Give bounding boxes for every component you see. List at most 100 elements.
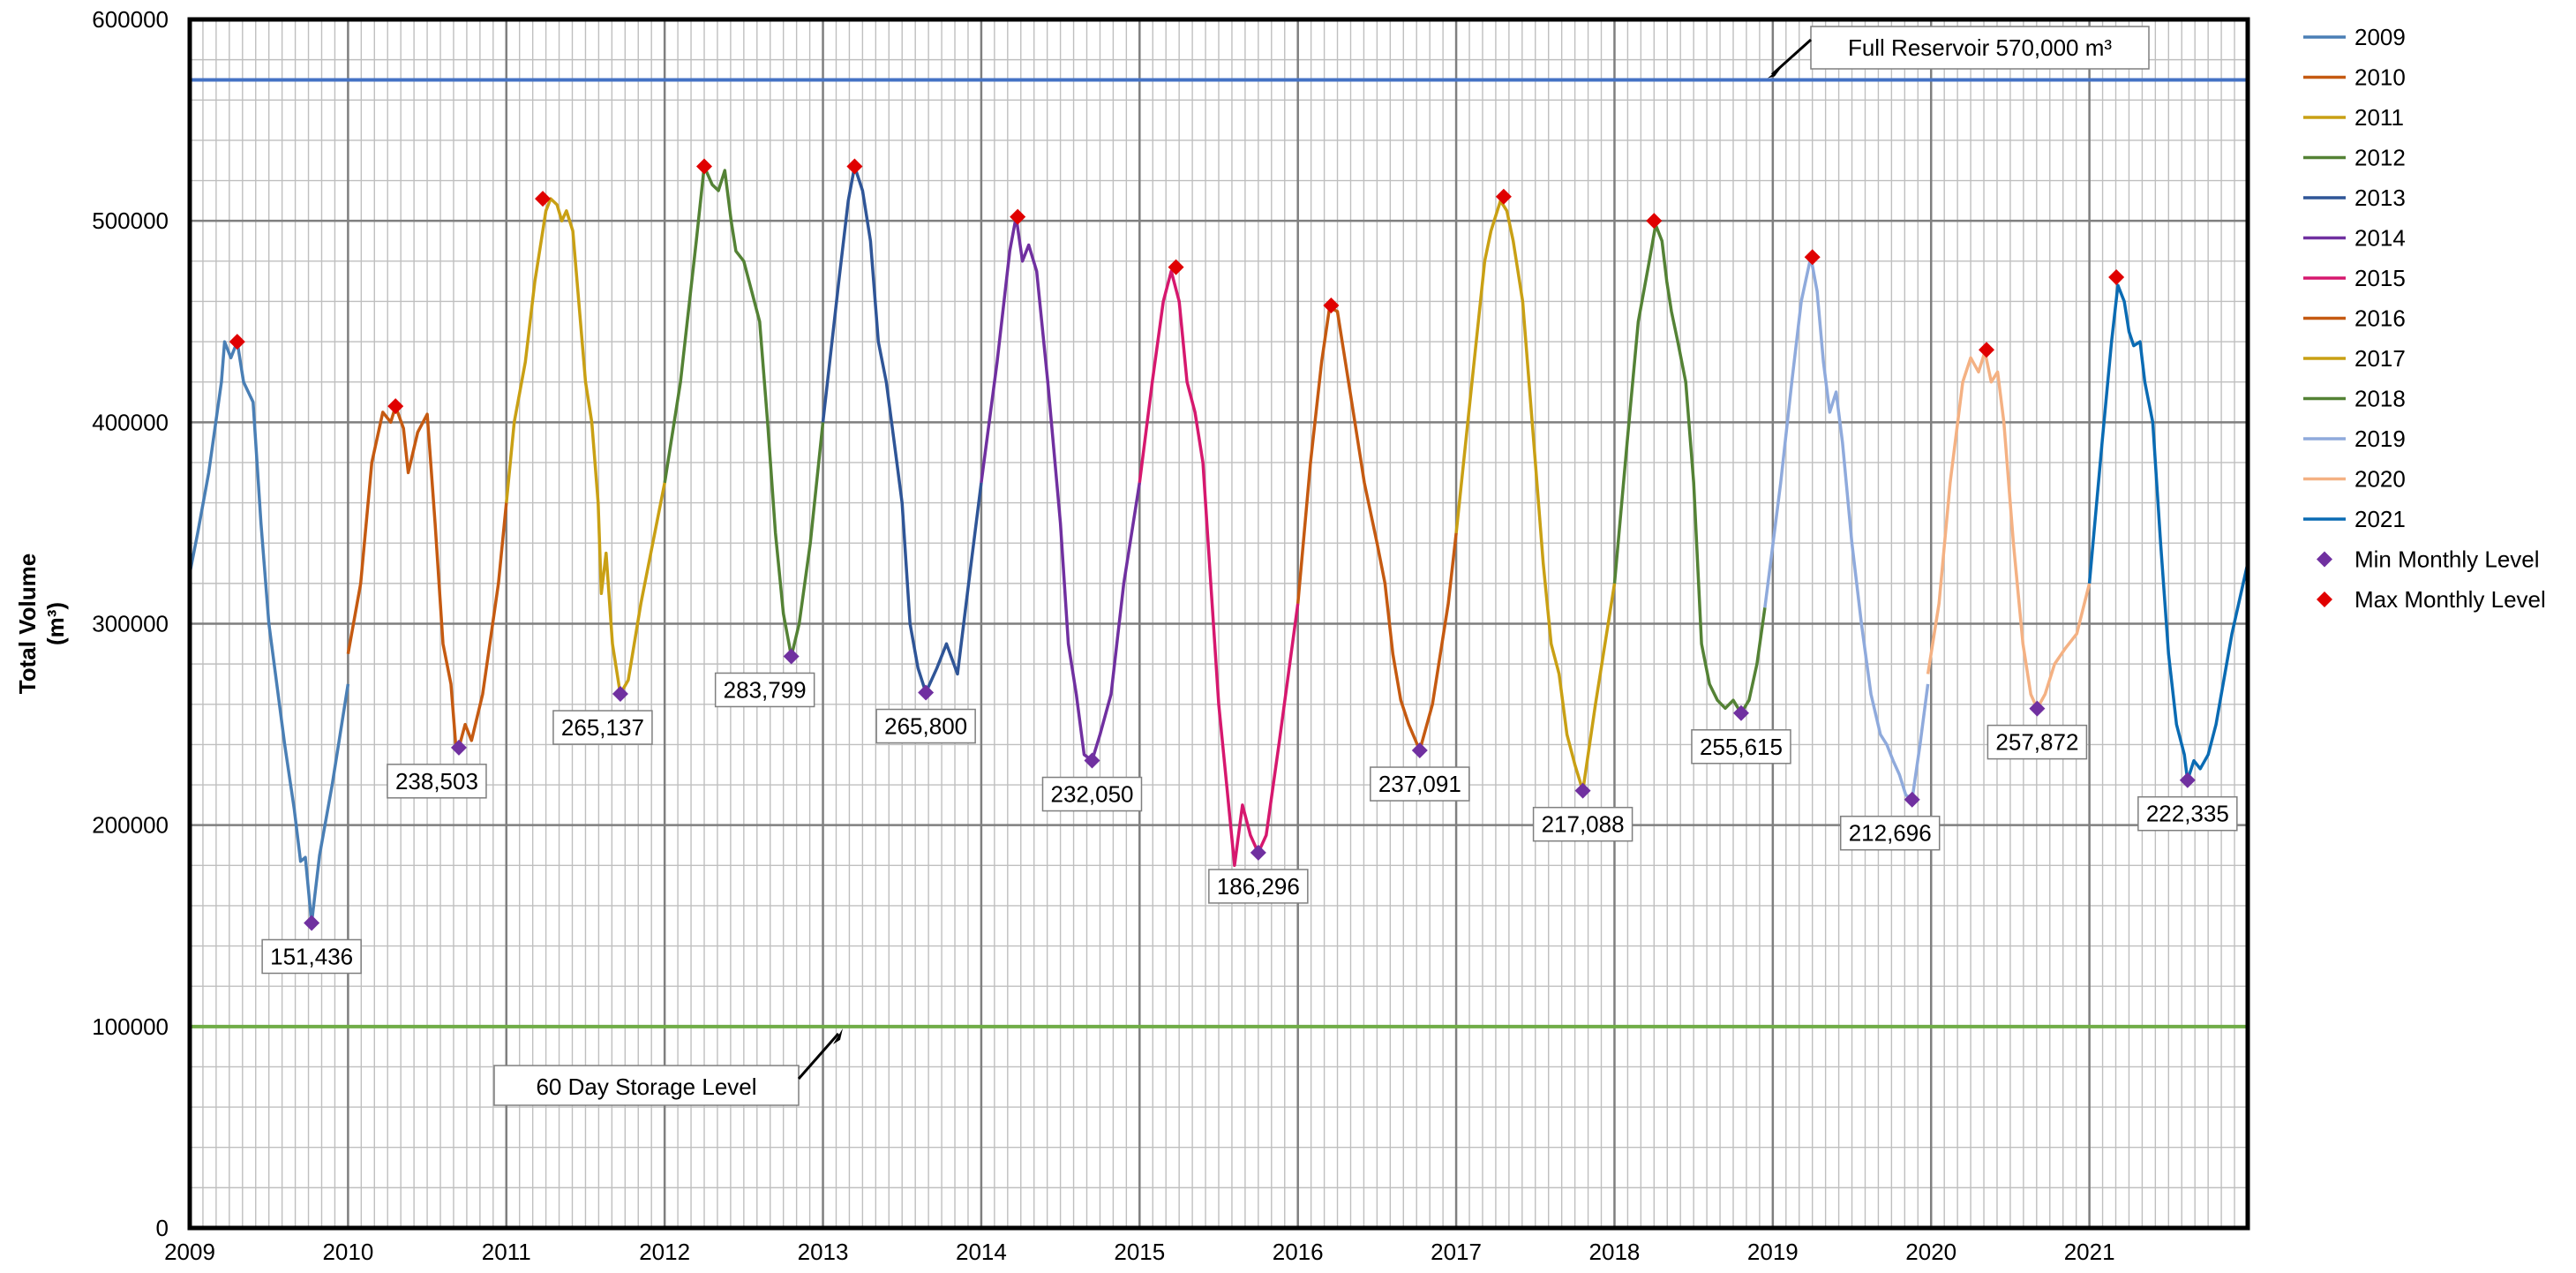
min-value-label-box [1370, 766, 1470, 802]
y-tick-label: 200000 [92, 812, 169, 839]
series-line-2020 [1926, 350, 2092, 711]
min-level-marker [1574, 782, 1591, 799]
reference-lines [190, 78, 2248, 1028]
y-axis-label-unit: (m³) [42, 602, 69, 645]
min-level-marker [2029, 700, 2046, 717]
min-value-label-box [1208, 869, 1309, 904]
min-value-label-box [1839, 815, 1941, 851]
x-tick-label: 2010 [322, 1239, 373, 1265]
series-line-2014 [980, 215, 1142, 763]
x-tick-label: 2017 [1431, 1239, 1482, 1265]
y-tick-label: 400000 [92, 409, 169, 435]
min-value-label-box [261, 938, 362, 975]
min-level-marker [450, 739, 467, 756]
storage-60-day-callout: 60 Day Storage Level [536, 1073, 756, 1100]
max-level-marker [1010, 208, 1026, 225]
min-level-marker [1250, 844, 1266, 861]
y-tick-label: 0 [156, 1215, 169, 1241]
x-tick-label: 2018 [1589, 1239, 1641, 1265]
min-level-marker [2179, 772, 2196, 788]
series-line-2019 [1763, 255, 1930, 802]
full-reservoir-callout-box [1810, 26, 2150, 70]
annotations: 151,436 238,503 265,137 283,799 265,800 232,0… [261, 26, 2238, 1106]
max-level-marker [1804, 249, 1821, 266]
x-tick-label: 2016 [1273, 1239, 1324, 1265]
y-tick-label: 300000 [92, 611, 169, 637]
series-line-2017 [1454, 199, 1617, 793]
legend-label-2015: 2015 [2354, 265, 2406, 291]
min-level-marker [783, 648, 800, 665]
full-reservoir-arrowhead [1768, 65, 1783, 79]
min-level-marker [1904, 791, 1920, 808]
markers [229, 158, 2196, 931]
plot-frame [187, 17, 2250, 1231]
x-tick-label: 2020 [1905, 1239, 1956, 1265]
min-value-label-box [714, 672, 815, 708]
max-level-marker [696, 158, 712, 175]
max-level-marker [1646, 213, 1663, 230]
min-value-label-box [2137, 795, 2238, 832]
x-tick-label: 2013 [798, 1239, 849, 1265]
max-level-marker [846, 158, 863, 175]
legend-label-2021: 2021 [2354, 506, 2406, 532]
min-value-label: 151,436 [270, 943, 353, 969]
x-tick-label: 2014 [956, 1239, 1007, 1265]
max-level-marker [229, 334, 245, 350]
min-value-label: 283,799 [724, 676, 807, 703]
legend: 2009 2010 2011 2012 2013 2014 2015 2016 2017 2018… [2303, 24, 2546, 613]
min-level-marker [304, 915, 320, 931]
min-value-label: 265,137 [561, 714, 644, 741]
storage-60-day-callout-box [493, 1065, 800, 1106]
min-value-label-box [875, 708, 976, 744]
min-level-marker [918, 684, 935, 701]
min-value-label: 257,872 [1995, 729, 2078, 756]
min-value-label-box [387, 764, 487, 799]
min-value-label: 238,503 [395, 768, 478, 795]
max-level-marker [535, 191, 552, 207]
series-line-2016 [1296, 305, 1458, 752]
x-tick-label: 2015 [1114, 1239, 1165, 1265]
min-value-label-box [1041, 776, 1143, 812]
legend-label-2018: 2018 [2354, 386, 2406, 412]
min-level-marker [612, 686, 628, 703]
max-level-marker [1323, 297, 1340, 313]
legend-label-2020: 2020 [2354, 466, 2406, 493]
storage-60-day-arrowhead [833, 1028, 843, 1044]
min-value-label: 237,091 [1378, 771, 1461, 797]
legend-max-marker [2317, 591, 2332, 607]
axis-ticks: 0 100000 200000 300000 400000 500000 600000 200… [92, 6, 2114, 1265]
min-value-label: 186,296 [1217, 873, 1300, 900]
max-level-marker [1495, 188, 1512, 205]
y-tick-label: 600000 [92, 6, 169, 33]
legend-label-2019: 2019 [2354, 426, 2406, 452]
full-reservoir-callout: Full Reservoir 570,000 m³ [1848, 34, 2112, 61]
legend-label-2011: 2011 [2354, 104, 2404, 131]
min-value-label-box [1532, 806, 1633, 842]
x-tick-label: 2009 [164, 1239, 215, 1265]
min-level-marker [1732, 704, 1749, 721]
min-level-marker [1084, 752, 1100, 769]
x-tick-label: 2011 [482, 1239, 531, 1265]
series-line-2018 [1612, 222, 1767, 715]
max-level-marker [2108, 269, 2125, 286]
legend-label-2014: 2014 [2354, 225, 2406, 252]
storage-60-day-arrow [797, 1032, 840, 1080]
max-level-marker [387, 398, 404, 415]
legend-label-2010: 2010 [2354, 64, 2406, 91]
legend-label-2013: 2013 [2354, 185, 2406, 211]
min-level-marker [1411, 742, 1428, 759]
y-axis-label: Total Volume [14, 554, 41, 694]
min-value-label-box [552, 710, 653, 745]
min-value-label-box [1986, 724, 2088, 760]
min-value-label: 217,088 [1542, 811, 1625, 838]
legend-label-max: Max Monthly Level [2354, 586, 2546, 613]
legend-label-2012: 2012 [2354, 145, 2406, 171]
min-value-label: 212,696 [1849, 820, 1932, 847]
legend-label-min: Min Monthly Level [2354, 546, 2540, 573]
max-level-marker [1979, 342, 1995, 358]
series-line-2011 [505, 197, 666, 696]
x-tick-label: 2021 [2064, 1239, 2115, 1265]
legend-min-marker [2317, 551, 2332, 568]
